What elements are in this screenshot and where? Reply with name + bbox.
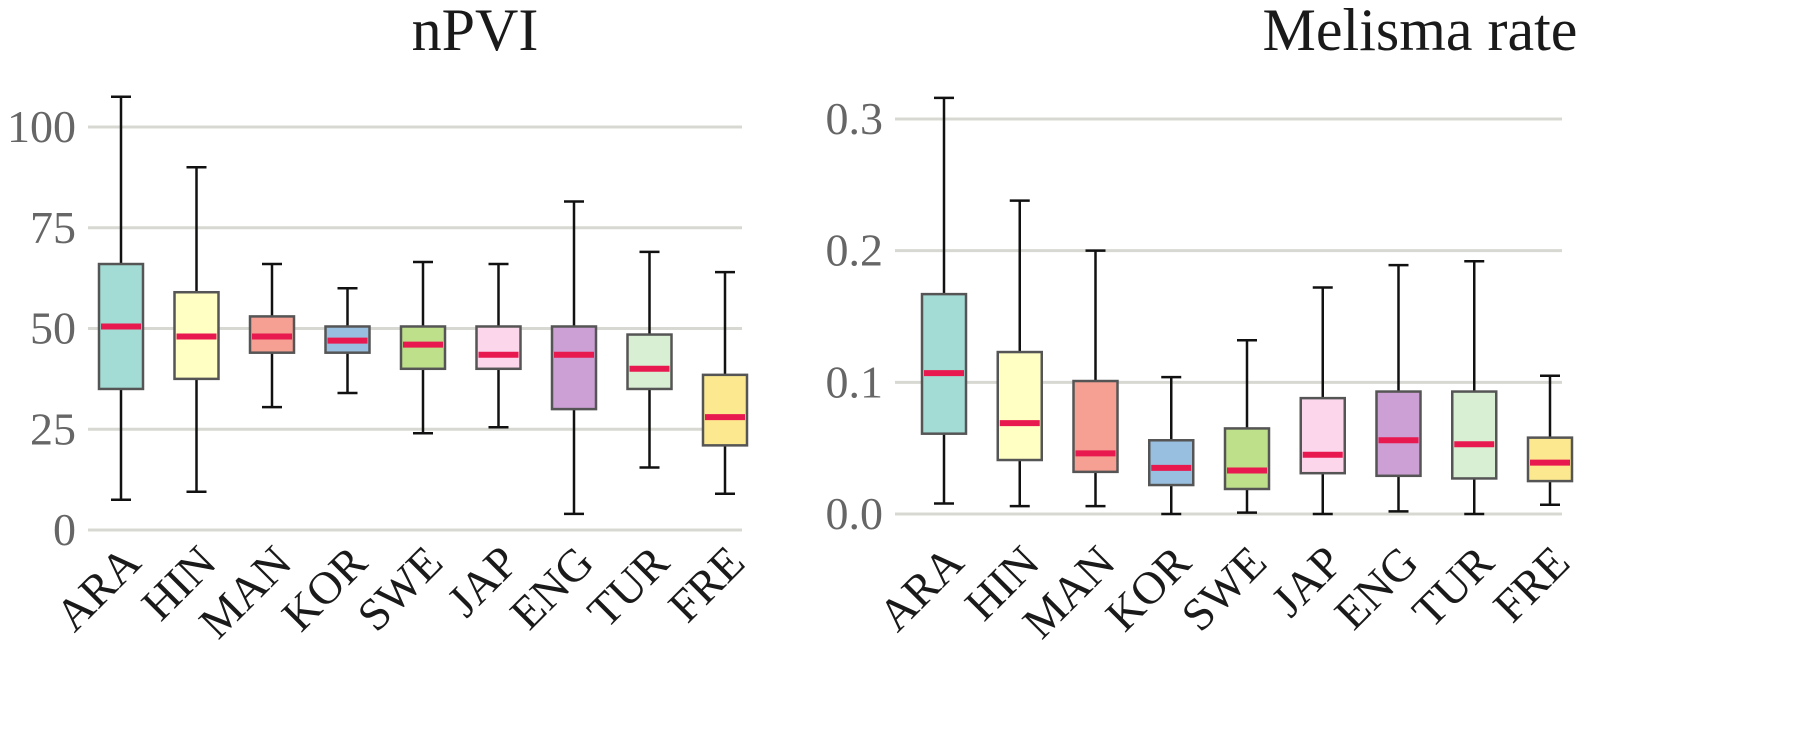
melisma-rate-kor-box-plot	[1148, 375, 1195, 516]
melisma-rate-swe-category-label: SWE	[1171, 536, 1276, 641]
npvi-kor-box-plot	[324, 286, 371, 395]
melisma-rate-eng-category-label: ENG	[1325, 536, 1428, 639]
melisma-rate-y-tick-label: 0.2	[826, 225, 884, 276]
melisma-rate-y-tick-label: 0.0	[826, 488, 884, 539]
melisma-rate-tur-box-plot	[1451, 259, 1498, 516]
npvi-eng-category-label: ENG	[500, 536, 603, 639]
npvi-swe-box-plot	[399, 260, 447, 435]
melisma-rate-y-tick-label: 0.1	[826, 356, 884, 407]
melisma-rate-swe-iqr-box	[1223, 427, 1271, 491]
melisma-rate-fre-box-plot	[1526, 374, 1574, 507]
npvi-tur-category-label: TUR	[577, 536, 678, 637]
melisma-rate-eng-iqr-box	[1375, 390, 1422, 478]
npvi-jap-box-plot	[475, 262, 522, 429]
melisma-rate-tur-iqr-box	[1451, 390, 1498, 480]
npvi-hin-box-plot	[173, 166, 220, 493]
melisma-rate-man-box-plot	[1072, 249, 1119, 508]
melisma-rate-y-tick-label: 0.3	[826, 93, 884, 144]
npvi-y-tick-label: 0	[53, 504, 76, 555]
melisma-rate-chart-title: Melisma rate	[1263, 0, 1578, 63]
melisma-rate-man-iqr-box	[1072, 379, 1119, 474]
npvi-fre-box-plot	[701, 270, 749, 495]
npvi-eng-box-plot	[550, 200, 598, 516]
melisma-rate-panel: Melisma rate 0.00.10.20.3ARAHINMANKORSWE…	[826, 0, 1580, 648]
npvi-swe-iqr-box	[399, 325, 447, 371]
melisma-rate-hin-iqr-box	[996, 350, 1043, 462]
npvi-man-box-plot	[248, 262, 296, 409]
npvi-y-tick-label: 75	[30, 202, 76, 253]
npvi-y-tick-label: 25	[30, 403, 76, 454]
melisma-rate-hin-box-plot	[996, 199, 1043, 508]
melisma-rate-jap-box-plot	[1299, 286, 1346, 516]
melisma-rate-jap-iqr-box	[1299, 396, 1346, 475]
npvi-jap-iqr-box	[475, 325, 522, 371]
melisma-rate-kor-iqr-box	[1148, 439, 1195, 487]
melisma-rate-ara-category-label: ARA	[868, 536, 973, 641]
npvi-fre-iqr-box	[701, 373, 749, 447]
npvi-y-tick-label: 50	[30, 303, 76, 354]
melisma-rate-fre-iqr-box	[1526, 436, 1574, 483]
npvi-panel: nPVI 0255075100ARAHINMANKORSWEJAPENGTURF…	[7, 0, 754, 648]
npvi-eng-iqr-box	[550, 325, 598, 411]
melisma-rate-fre-category-label: FRE	[1483, 536, 1579, 632]
npvi-swe-category-label: SWE	[347, 536, 452, 641]
npvi-y-tick-label: 100	[7, 101, 76, 152]
npvi-kor-category-label: KOR	[272, 536, 377, 641]
npvi-chart-title: nPVI	[412, 0, 539, 63]
melisma-rate-kor-category-label: KOR	[1096, 536, 1201, 641]
melisma-rate-ara-iqr-box	[920, 292, 968, 435]
melisma-rate-tur-category-label: TUR	[1402, 536, 1503, 637]
melisma-rate-eng-box-plot	[1375, 263, 1422, 513]
melisma-rate-swe-box-plot	[1223, 338, 1271, 514]
npvi-fre-category-label: FRE	[658, 536, 754, 632]
melisma-rate-ara-box-plot	[920, 96, 968, 505]
npvi-ara-box-plot	[97, 95, 145, 502]
npvi-tur-iqr-box	[626, 333, 673, 391]
npvi-tur-box-plot	[626, 250, 673, 469]
